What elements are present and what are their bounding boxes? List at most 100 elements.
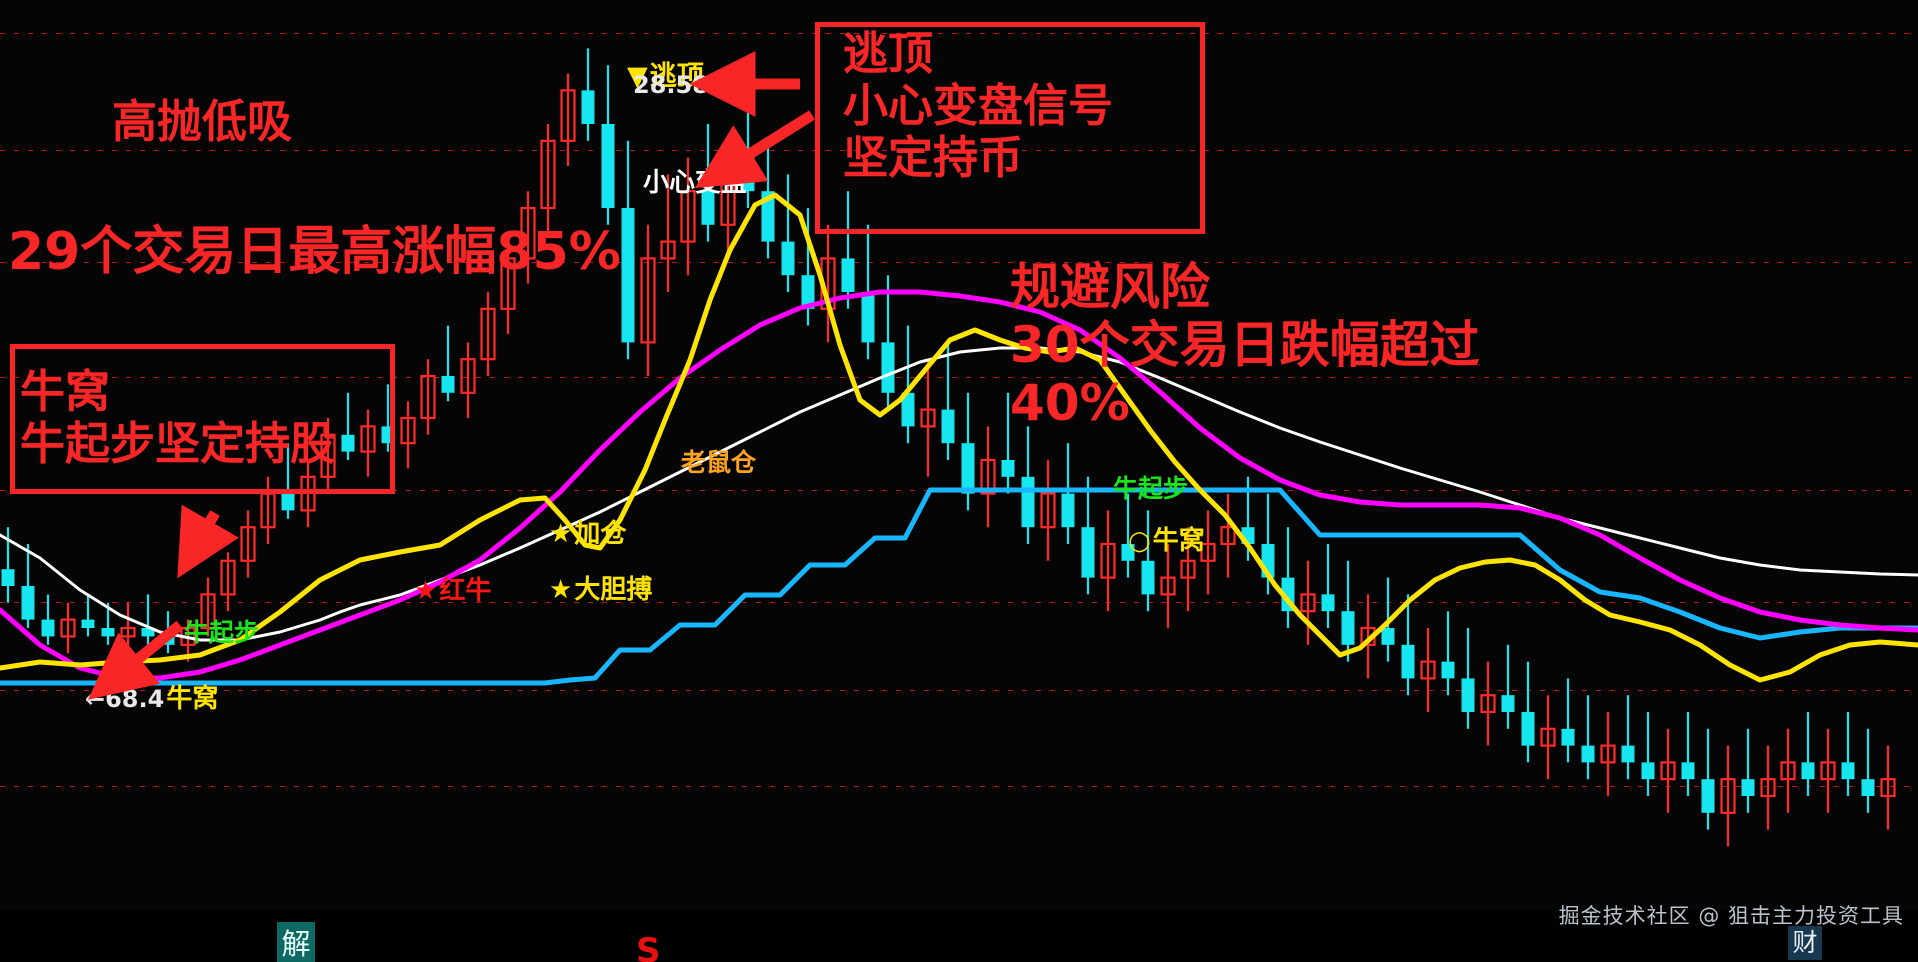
candle: [60, 602, 76, 654]
bull-nest-label-left-marker-icon: ←68.4: [85, 685, 165, 713]
candle: [441, 325, 455, 402]
candle: [980, 426, 996, 528]
candle: [1681, 712, 1695, 796]
bull-start-label-left-text: 牛起步: [184, 618, 260, 647]
candle: [420, 359, 436, 435]
red-bull-label: ★红牛: [414, 578, 491, 604]
candle: [1641, 712, 1655, 796]
candle: [460, 342, 476, 418]
candle: [1760, 745, 1776, 830]
candle: [220, 552, 236, 612]
candle: [320, 418, 336, 494]
candle: [1040, 460, 1056, 561]
escape-top-box-text: 逃顶 小心变盘信号 坚定持币: [843, 27, 1114, 185]
candle: [480, 292, 496, 376]
candle: [1801, 712, 1815, 796]
bull-nest-label-right-text: 牛窝: [1152, 526, 1205, 556]
bull-start-label-right: 牛起步: [1113, 476, 1188, 501]
candle: [1341, 560, 1355, 662]
candle: [1501, 644, 1515, 729]
candle: [1141, 510, 1155, 612]
ma-line-magenta: [0, 289, 1918, 681]
jie-icon[interactable]: 解: [277, 922, 315, 962]
candle: [1780, 728, 1796, 813]
high-sell-low-buy: 高抛低吸: [112, 95, 293, 148]
careful-turn-label-text: 小心变盘: [643, 168, 748, 198]
candle: [1841, 712, 1855, 796]
rat-trading-label: 老鼠仓: [681, 450, 756, 475]
escape-top-redbox: [815, 22, 1205, 234]
grid-line-3: [0, 377, 1918, 378]
candle: [961, 392, 975, 511]
candle: [341, 392, 355, 460]
candle: [1401, 594, 1415, 696]
grid-line-5: [0, 602, 1918, 603]
grid-line-0: [0, 33, 1918, 34]
candle: [781, 174, 795, 292]
bold-bet-label-marker-icon: ★: [549, 575, 573, 605]
candle: [1180, 527, 1196, 612]
candle: [1621, 695, 1635, 780]
candle: [1321, 544, 1335, 628]
candle: [841, 191, 855, 309]
candle: [141, 594, 155, 645]
candlestick-plot[interactable]: [0, 0, 1918, 905]
candle: [660, 174, 676, 292]
add-position-label: ★加仓: [549, 521, 626, 547]
candle: [621, 140, 635, 360]
candle: [881, 275, 895, 410]
support-line-cyan: [0, 487, 1918, 686]
candle: [1561, 678, 1575, 763]
candle: [1741, 728, 1755, 813]
candle: [400, 401, 416, 469]
candle: [120, 602, 136, 654]
grid-line-7: [0, 786, 1918, 787]
avoid-risk: 规避风险 30个交易日跌幅超过 40%: [1010, 258, 1480, 432]
candle: [1820, 728, 1836, 813]
candle: [640, 224, 656, 376]
bull-nest-box-text: 牛窝 牛起步坚定持股: [20, 365, 336, 471]
candle: [1100, 510, 1116, 612]
candle: [281, 443, 295, 519]
candle: [1081, 476, 1095, 595]
candle: [1701, 728, 1715, 830]
bull-nest-label-left: ←68.4牛窝: [85, 686, 218, 712]
candle: [1600, 712, 1616, 796]
candle: [1200, 510, 1216, 595]
candle: [1420, 628, 1436, 712]
bottom-strip: 解 S: [0, 910, 1918, 962]
ma-line-white: [0, 346, 1918, 642]
candle: [240, 510, 256, 578]
bull-nest-redbox: [10, 344, 395, 494]
watermark-badge-icon: 财: [1788, 926, 1822, 960]
candle: [920, 359, 936, 477]
candle: [1861, 728, 1875, 813]
bull-nest-label-right-marker-icon: ○: [1128, 526, 1151, 556]
add-position-label-marker-icon: ★: [549, 519, 573, 549]
candle: [1660, 728, 1676, 813]
candle: [1581, 695, 1595, 780]
watermark: 掘金技术社区 @ 狙击主力投资工具: [1558, 904, 1904, 928]
candle: [1880, 745, 1896, 830]
peak-price-label: 28.58: [633, 73, 709, 97]
candle: [1061, 443, 1075, 544]
candle: [1121, 493, 1135, 578]
red-bull-label-text: 红牛: [439, 576, 492, 606]
candle: [1720, 745, 1736, 847]
careful-turn-label: 小心变盘: [643, 170, 747, 196]
bull-nest-label-right: ○牛窝: [1128, 528, 1205, 554]
ma-line-yellow: [0, 192, 1918, 683]
rat-trading-label-text: 老鼠仓: [681, 448, 757, 477]
candle: [540, 124, 556, 234]
grid-line-2: [0, 262, 1918, 263]
candle: [1300, 560, 1316, 645]
sell-marker: S: [636, 931, 661, 962]
candle: [680, 157, 696, 276]
candle: [941, 342, 955, 460]
candle: [1021, 426, 1035, 544]
bull-nest-label-left-text: 牛窝: [166, 684, 219, 714]
bold-bet-label: ★大胆搏: [549, 577, 652, 603]
candle: [581, 48, 595, 141]
bull-start-label-right-text: 牛起步: [1113, 474, 1189, 503]
